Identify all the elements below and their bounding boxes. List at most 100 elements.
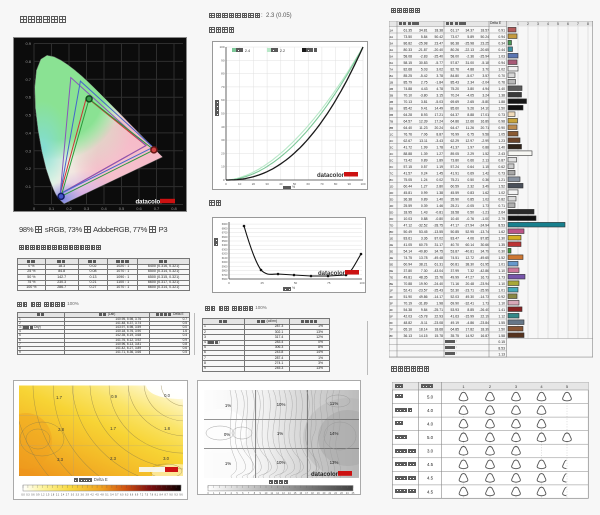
svg-text:82.76: 82.76 [451,67,460,71]
svg-text:2.80: 2.80 [436,184,443,188]
svg-text:16: 16 [299,492,302,494]
svg-text:-24.94: -24.94 [479,223,489,227]
svg-text:1.99: 1.99 [421,145,428,149]
svg-text:1.35: 1.35 [498,243,505,247]
svg-text:6200: 6200 [222,252,228,256]
svg-text:57.87: 57.87 [451,61,460,65]
svg-text:6D: 6D [390,217,395,221]
svg-text:-31.89: -31.89 [418,301,428,305]
svg-text:4: 4 [547,22,549,26]
svg-text:0.7: 0.7 [25,77,31,82]
svg-text:90: 90 [348,182,352,186]
svg-text:4.0: 4.0 [426,407,433,412]
svg-text:25: 25 [261,281,265,285]
svg-text:1.46: 1.46 [436,204,443,208]
svg-text:8.4: 8.4 [160,494,164,497]
svg-text:8.53: 8.53 [498,346,505,350]
svg-text:-4.86: -4.86 [466,321,474,325]
svg-text:58.15: 58.15 [404,61,413,65]
svg-text:10%: 10% [277,402,286,407]
svg-text:1.39: 1.39 [421,152,428,156]
svg-text:-0.05: -0.05 [466,204,474,208]
svg-text:9.3: 9.3 [174,494,178,497]
svg-text:60.81: 60.81 [451,262,460,266]
svg-text:0.3: 0.3 [25,148,31,153]
svg-text:1.43: 1.43 [421,210,428,214]
svg-text:1.42: 1.42 [482,171,489,175]
svg-text:1%: 1% [225,403,231,408]
svg-text:35.75: 35.75 [451,334,460,338]
svg-text:-4.05: -4.05 [466,93,474,97]
svg-text:11: 11 [271,492,274,494]
svg-text:1.7: 1.7 [110,426,116,431]
svg-text:70: 70 [320,182,324,186]
svg-text:-15.99: -15.99 [464,314,474,318]
svg-text:datacolor: datacolor [311,472,339,478]
svg-text:0.3: 0.3 [84,206,90,211]
svg-text:6: 6 [567,22,569,26]
svg-text:2.65: 2.65 [467,100,474,104]
svg-text:3.02: 3.02 [436,67,443,71]
svg-text:1.52: 1.52 [498,256,505,260]
svg-text:3.49: 3.49 [482,184,489,188]
svg-text:1.2: 1.2 [41,494,45,497]
svg-text:87.02: 87.02 [435,236,444,240]
svg-text:5800: 5800 [222,269,228,273]
svg-text:2.4: 2.4 [61,494,65,497]
svg-text:70.24: 70.24 [451,93,460,97]
svg-text:4.0: 4.0 [426,421,433,426]
svg-text:0.3: 0.3 [26,494,30,497]
svg-text:52.95: 52.95 [466,230,475,234]
svg-text:8.1: 8.1 [155,494,159,497]
svg-text:40.70: 40.70 [451,243,460,247]
svg-text:5E: 5E [390,262,394,266]
svg-text:3.3: 3.3 [76,494,80,497]
svg-text:6400: 6400 [222,243,228,247]
svg-text:13%: 13% [330,460,339,465]
svg-text:-25.98: -25.98 [418,41,428,45]
svg-text:-2.83: -2.83 [420,54,428,58]
svg-text:3C: 3C [390,145,395,149]
svg-text:1.50: 1.50 [498,327,505,331]
svg-text:1.52: 1.52 [482,152,489,156]
svg-text:8.85: 8.85 [467,308,474,312]
svg-text:12.39: 12.39 [419,119,428,123]
svg-text:17.82: 17.82 [466,327,475,331]
svg-text:1D: 1D [390,184,395,188]
svg-text:58.08: 58.08 [404,54,413,58]
svg-text:4.88: 4.88 [467,67,474,71]
svg-text:18.95: 18.95 [404,210,413,214]
svg-text:73.42: 73.42 [404,158,413,162]
svg-text:4.2: 4.2 [90,494,94,497]
svg-text:1.52: 1.52 [498,184,505,188]
svg-text:0.4: 0.4 [101,206,107,211]
svg-text:61.31: 61.31 [435,262,444,266]
svg-text:0.62: 0.62 [498,165,505,169]
svg-text:4D: 4D [390,204,395,208]
svg-text:22: 22 [334,492,337,494]
svg-text:-27.94: -27.94 [464,223,474,227]
svg-text:8: 8 [587,22,589,26]
svg-text:18.38: 18.38 [435,28,444,32]
svg-text:50.42: 50.42 [435,35,444,39]
svg-text:4.43: 4.43 [421,87,428,91]
svg-text:6800: 6800 [222,226,228,230]
svg-text:-5.11: -5.11 [420,321,428,325]
svg-text:6C: 6C [390,165,395,169]
svg-text:1.58: 1.58 [498,334,505,338]
svg-text:50.85: 50.85 [451,230,460,234]
svg-text:12.97: 12.97 [466,139,475,143]
svg-text:6.9: 6.9 [135,494,139,497]
svg-text:0.87: 0.87 [498,158,505,162]
svg-text:100: 100 [359,281,364,285]
svg-text:3: 3 [514,384,517,389]
svg-text:18: 18 [311,492,314,494]
svg-text:1F: 1F [390,288,394,292]
svg-text:61.35: 61.35 [404,28,413,32]
svg-text:75.05: 75.05 [404,178,413,182]
svg-text:0.69: 0.69 [467,171,474,175]
svg-text:7C: 7C [390,171,395,175]
svg-text:8C: 8C [390,178,395,182]
svg-text:9: 9 [260,492,262,494]
svg-text:49.30: 49.30 [466,295,475,299]
